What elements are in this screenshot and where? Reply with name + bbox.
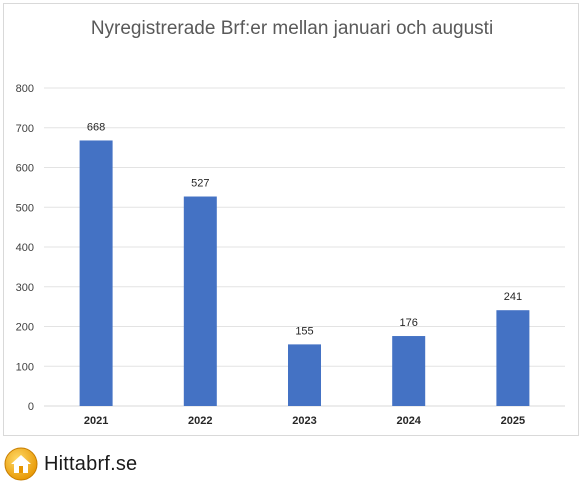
chart-container: Nyregistrerade Brf:er mellan januari och… [3, 3, 579, 436]
y-tick-label: 600 [16, 163, 34, 175]
y-tick-label: 300 [16, 282, 34, 294]
bar [183, 196, 217, 406]
y-tick-label: 200 [16, 322, 34, 334]
data-label: 527 [191, 178, 209, 190]
bar [288, 344, 321, 406]
y-tick-label: 400 [16, 242, 34, 254]
y-tick-label: 500 [16, 202, 34, 214]
data-label: 241 [504, 291, 522, 303]
x-tick-label: 2022 [188, 415, 212, 427]
y-tick-label: 800 [16, 83, 34, 95]
data-label: 155 [295, 325, 313, 337]
y-tick-label: 700 [16, 123, 34, 135]
bar-chart: 0 100 200 300 400 500 600 700 800 668 2021 527 2022 1… [16, 83, 565, 427]
brand-logo: Hittabrf.se [4, 446, 137, 482]
x-tick-label: 2024 [396, 415, 421, 427]
bar [496, 310, 530, 406]
data-label: 668 [87, 121, 105, 133]
y-tick-label: 0 [28, 401, 34, 413]
y-tick-label: 100 [16, 361, 34, 373]
data-label: 176 [400, 317, 418, 329]
bar [79, 140, 113, 406]
bar [392, 336, 426, 406]
chart-title: Nyregistrerade Brf:er mellan januari och… [90, 18, 494, 39]
x-tick-label: 2025 [501, 415, 525, 427]
x-tick-label: 2023 [292, 415, 316, 427]
x-tick-label: 2021 [84, 415, 108, 427]
house-icon [4, 447, 38, 481]
brand-name: Hittabrf.se [44, 452, 138, 475]
